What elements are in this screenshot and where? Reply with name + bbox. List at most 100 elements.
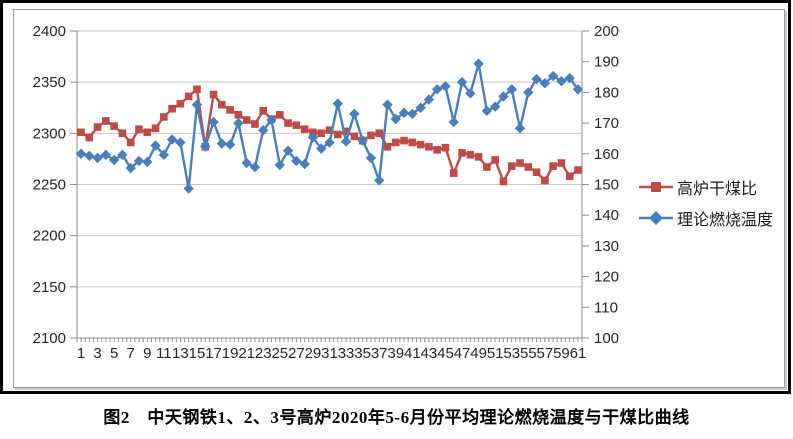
data-point-square <box>325 126 334 134</box>
x-axis-tick-label: 9 <box>143 345 151 362</box>
data-point-square <box>118 129 127 138</box>
data-point-square <box>193 85 201 94</box>
data-point-diamond <box>183 183 194 194</box>
data-point-square <box>209 90 218 99</box>
data-point-diamond <box>274 159 285 171</box>
data-point-square <box>425 142 433 151</box>
x-axis-tick-label: 59 <box>553 345 570 362</box>
right-axis-tick-label: 100 <box>594 330 619 347</box>
data-point-diamond <box>117 149 128 161</box>
data-point-diamond <box>572 84 584 95</box>
coal-ratio-marker-icon <box>639 182 673 192</box>
data-point-square <box>93 123 102 131</box>
data-point-square <box>102 117 110 125</box>
data-point-diamond <box>390 113 401 125</box>
data-point-diamond <box>547 70 559 82</box>
right-axis-tick-label: 160 <box>594 146 619 163</box>
data-point-square <box>300 125 309 134</box>
x-axis-tick-label: 31 <box>321 345 338 362</box>
data-point-square <box>259 107 268 115</box>
x-axis-tick-label: 21 <box>238 345 255 362</box>
data-point-diamond <box>523 87 534 98</box>
data-point-square <box>126 138 135 147</box>
right-axis-tick-label: 170 <box>594 115 619 132</box>
data-point-square <box>85 133 94 142</box>
right-axis-tick-label: 140 <box>594 207 619 224</box>
data-point-square <box>408 138 417 147</box>
data-point-diamond <box>514 123 526 134</box>
data-point-square <box>218 100 226 109</box>
data-point-square <box>317 129 326 138</box>
x-axis-tick-label: 15 <box>189 345 206 362</box>
data-point-square <box>333 130 342 139</box>
x-axis-tick-label: 17 <box>205 345 222 362</box>
data-point-square <box>532 168 541 177</box>
data-point-diamond <box>266 114 277 126</box>
data-point-diamond <box>133 155 145 167</box>
data-point-square <box>350 132 359 141</box>
data-point-square <box>151 124 160 133</box>
data-point-square <box>251 120 259 128</box>
x-axis-tick-label: 29 <box>305 345 322 362</box>
data-point-diamond <box>233 117 244 129</box>
data-point-square <box>557 159 566 167</box>
left-axis-tick-label: 2250 <box>33 177 66 194</box>
x-axis-tick-label: 37 <box>371 345 388 362</box>
data-point-square <box>441 143 450 152</box>
data-point-square <box>242 116 251 124</box>
data-point-square <box>574 166 582 174</box>
data-point-diamond <box>374 175 385 186</box>
data-point-square <box>524 163 533 171</box>
data-point-diamond <box>423 94 435 105</box>
x-axis-tick-label: 41 <box>404 345 421 362</box>
data-point-square <box>284 119 292 127</box>
data-point-square <box>491 156 499 164</box>
x-axis-tick-label: 1 <box>77 345 85 362</box>
data-point-square <box>474 153 483 161</box>
data-point-square <box>375 129 383 138</box>
left-axis-tick-label: 2350 <box>33 74 66 91</box>
data-point-diamond <box>316 143 327 154</box>
data-point-square <box>549 162 557 170</box>
data-point-square <box>458 149 466 157</box>
left-axis-tick-label: 2150 <box>33 279 66 296</box>
data-point-diamond <box>556 75 567 87</box>
data-point-diamond <box>175 137 186 148</box>
data-point-diamond <box>531 73 542 85</box>
x-axis-tick-label: 13 <box>172 345 189 362</box>
left-axis-tick-label: 2100 <box>33 330 66 347</box>
right-axis-tick-label: 180 <box>594 84 619 101</box>
x-axis-tick-label: 61 <box>570 345 587 362</box>
data-point-square <box>433 146 441 154</box>
x-axis-tick-label: 53 <box>503 345 520 362</box>
data-point-square <box>391 138 400 147</box>
temperature-marker-icon <box>639 211 673 225</box>
data-point-square <box>416 140 425 149</box>
x-axis-tick-label: 57 <box>537 345 554 362</box>
data-point-square <box>292 121 301 130</box>
data-point-diamond <box>125 162 136 174</box>
data-point-diamond <box>108 154 120 166</box>
legend-item-temperature[interactable]: 理论燃烧温度 <box>639 206 784 230</box>
data-point-square <box>367 131 375 140</box>
series-line-square <box>80 88 579 183</box>
data-point-diamond <box>365 152 377 164</box>
data-point-square <box>483 163 491 171</box>
data-point-diamond <box>191 99 203 110</box>
data-point-diamond <box>282 145 294 156</box>
data-point-diamond <box>299 158 310 170</box>
data-point-diamond <box>200 141 211 152</box>
data-point-square <box>176 99 185 108</box>
legend-item-coal-ratio[interactable]: 高炉干煤比 <box>639 175 784 199</box>
data-point-diamond <box>258 125 269 136</box>
data-point-diamond <box>465 88 476 99</box>
data-point-diamond <box>241 157 252 169</box>
data-point-diamond <box>398 107 410 119</box>
data-point-square <box>135 125 143 134</box>
x-axis-tick-label: 33 <box>338 345 355 362</box>
data-point-diamond <box>448 116 459 128</box>
x-axis-tick-label: 25 <box>271 345 288 362</box>
data-point-diamond <box>340 136 352 147</box>
data-point-diamond <box>100 149 112 161</box>
data-point-square <box>565 172 574 181</box>
